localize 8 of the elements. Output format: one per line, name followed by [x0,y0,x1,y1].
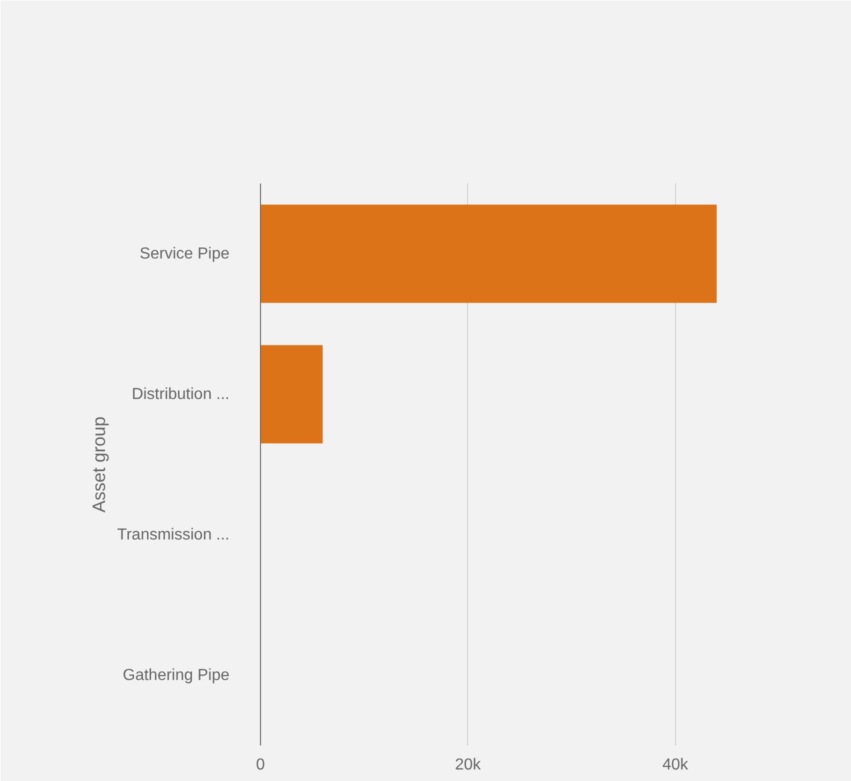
x-tick-label: 0 [256,756,266,774]
y-tick-label: Service Pipe [140,245,230,262]
x-tick-label: 20k [454,756,482,774]
y-tick-label: Transmission ... [117,526,230,544]
y-tick-label: Gathering Pipe [122,666,230,684]
x-tick-label: 40k [662,756,690,774]
y-tick-label: Distribution ... [132,386,230,403]
y-axis-title: Asset group [89,416,110,513]
